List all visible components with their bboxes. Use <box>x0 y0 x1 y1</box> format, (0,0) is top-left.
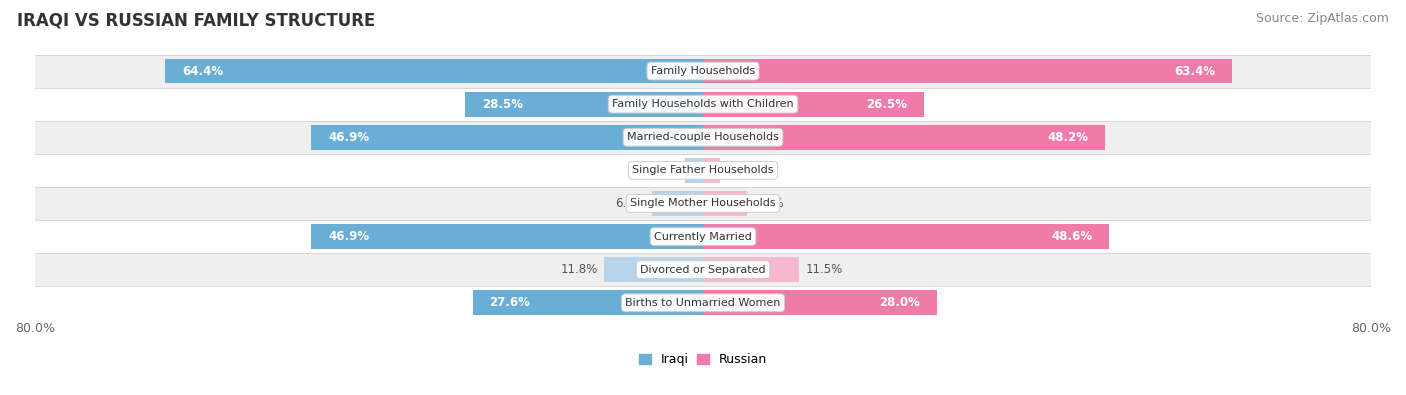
Text: Family Households with Children: Family Households with Children <box>612 99 794 109</box>
Bar <box>35 187 1371 220</box>
Bar <box>703 224 1109 249</box>
Bar <box>35 55 1371 88</box>
Text: Single Mother Households: Single Mother Households <box>630 198 776 209</box>
Bar <box>652 191 703 216</box>
Text: Single Father Households: Single Father Households <box>633 166 773 175</box>
Text: IRAQI VS RUSSIAN FAMILY STRUCTURE: IRAQI VS RUSSIAN FAMILY STRUCTURE <box>17 12 375 30</box>
Text: Family Households: Family Households <box>651 66 755 76</box>
Bar <box>703 191 747 216</box>
Bar <box>465 92 703 117</box>
Text: Source: ZipAtlas.com: Source: ZipAtlas.com <box>1256 12 1389 25</box>
Bar <box>703 158 720 183</box>
Text: 11.8%: 11.8% <box>561 263 598 276</box>
Bar <box>35 88 1371 121</box>
Bar <box>703 290 936 315</box>
Bar <box>703 125 1105 150</box>
Bar <box>703 92 924 117</box>
Text: Currently Married: Currently Married <box>654 231 752 242</box>
Bar <box>605 257 703 282</box>
Bar <box>35 286 1371 319</box>
Text: 26.5%: 26.5% <box>866 98 908 111</box>
Text: 2.2%: 2.2% <box>648 164 678 177</box>
Bar <box>35 121 1371 154</box>
Bar <box>311 224 703 249</box>
Bar <box>703 58 1233 83</box>
Text: 28.5%: 28.5% <box>482 98 523 111</box>
Bar <box>703 257 799 282</box>
Text: 64.4%: 64.4% <box>181 64 224 77</box>
Text: 46.9%: 46.9% <box>328 230 370 243</box>
Bar <box>35 253 1371 286</box>
Text: Divorced or Separated: Divorced or Separated <box>640 265 766 275</box>
Text: 11.5%: 11.5% <box>806 263 844 276</box>
Bar <box>685 158 703 183</box>
Text: 5.3%: 5.3% <box>754 197 783 210</box>
Bar <box>472 290 703 315</box>
Text: Married-couple Households: Married-couple Households <box>627 132 779 142</box>
Text: 48.2%: 48.2% <box>1047 131 1088 144</box>
Text: 63.4%: 63.4% <box>1174 64 1216 77</box>
Text: 6.1%: 6.1% <box>616 197 645 210</box>
Text: 28.0%: 28.0% <box>879 296 920 309</box>
Bar <box>35 154 1371 187</box>
Text: 48.6%: 48.6% <box>1052 230 1092 243</box>
Text: 27.6%: 27.6% <box>489 296 530 309</box>
Legend: Iraqi, Russian: Iraqi, Russian <box>634 348 772 371</box>
Text: Births to Unmarried Women: Births to Unmarried Women <box>626 298 780 308</box>
Bar <box>35 220 1371 253</box>
Text: 2.0%: 2.0% <box>727 164 756 177</box>
Text: 46.9%: 46.9% <box>328 131 370 144</box>
Bar <box>166 58 703 83</box>
Bar <box>311 125 703 150</box>
